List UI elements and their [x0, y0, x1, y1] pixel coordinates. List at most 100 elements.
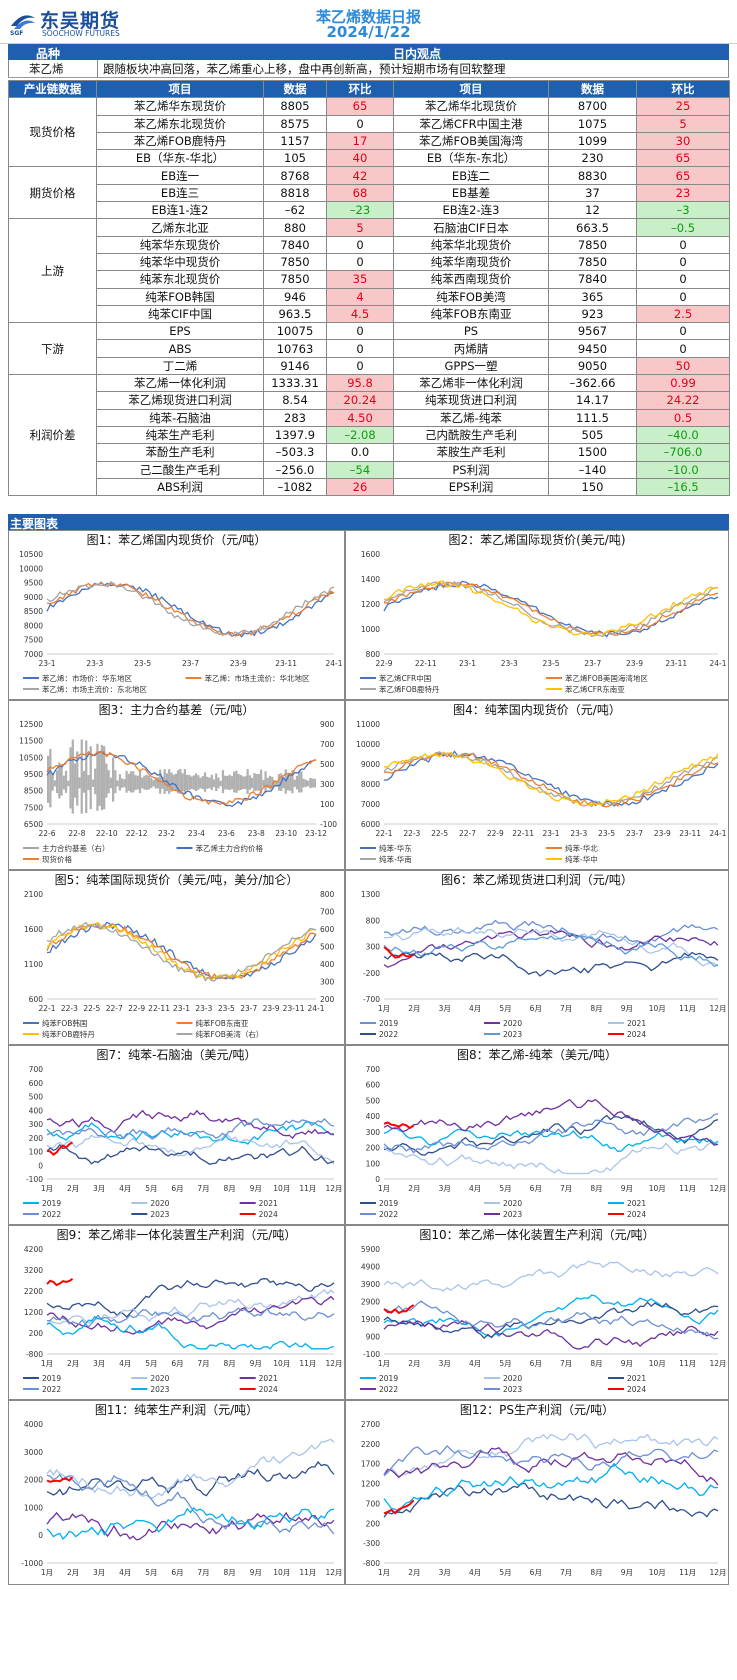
item-value: 8818 — [263, 183, 327, 203]
y-tick-label: 9500 — [24, 579, 43, 588]
x-tick-label: 1月 — [41, 1568, 53, 1577]
series-line — [383, 1113, 719, 1154]
basis-bar — [293, 779, 296, 787]
y-tick-label: 10000 — [19, 564, 43, 573]
y-tick-label: 1200 — [361, 1480, 380, 1489]
basis-bar — [208, 777, 211, 789]
item-value: –256.0 — [263, 460, 327, 479]
item-name: 苯乙烯现货进口利润 — [96, 391, 264, 410]
y-tick-label: -100 — [26, 1175, 43, 1184]
item-value: 10075 — [263, 322, 327, 341]
chart-panel: 图8：苯乙烯-纯苯（美元/吨） 700 600 500 400 300 200 100 0 1月 2… — [345, 1045, 729, 1225]
y2-tick-label: 600 — [320, 925, 335, 934]
item-name: 纯苯华中现货价 — [96, 252, 264, 272]
chart-panel: 图12：PS生产利润（元/吨） 2700 2200 1700 1200 700 200 -30… — [345, 1400, 729, 1585]
table-row: 利润价差 苯乙烯一体化利润 1333.31 95.8 苯乙烯非一体化利润 –362.66 0… — [8, 374, 730, 497]
table-row: 现货价格 苯乙烯华东现货价 8805 65 苯乙烯华北现货价 8700 25 — [8, 97, 730, 168]
x-tick-label: 1月 — [378, 1184, 390, 1193]
table-row: ABS利润 –1082 26 EPS利润 150 –16.5 — [9, 477, 730, 497]
basis-bar — [295, 775, 299, 790]
x-tick-label: 9月 — [621, 1359, 633, 1368]
x-tick-label: 8月 — [590, 1004, 602, 1013]
table-row: EB连1-连2 –62 –23 EB连2-连3 12 –3 — [9, 201, 730, 220]
basis-bar — [120, 778, 124, 788]
y-tick-label: 500 — [366, 1096, 381, 1105]
basis-bar — [197, 775, 200, 790]
item-name: EB连1-连2 — [96, 201, 264, 220]
item-name: 苯乙烯FOB鹿特丹 — [96, 131, 264, 151]
item-value: 7850 — [548, 252, 637, 272]
legend-label: 2020 — [503, 1199, 522, 1208]
item-change: 4.50 — [326, 408, 394, 427]
series-line — [383, 932, 719, 968]
y-tick-label: 4000 — [24, 1420, 43, 1429]
table-row: 期货价格 EB连一 8768 42 EB连二 8830 65 — [8, 166, 730, 220]
item-change: –40.0 — [636, 425, 730, 445]
x-tick-label: 22-3 — [403, 829, 420, 838]
legend-label: 2019 — [379, 1374, 398, 1383]
series-line — [383, 1300, 719, 1340]
series-line — [383, 1260, 719, 1292]
x-tick-label: 22-12 — [126, 829, 148, 838]
x-tick-label: 23-1 — [542, 829, 559, 838]
legend-label: 苯乙烯：市场主流价：华北地区 — [205, 673, 310, 683]
x-tick-label: 24-1 — [325, 659, 342, 668]
item-value: 505 — [548, 425, 637, 445]
chart-title: 图8：苯乙烯-纯苯（美元/吨） — [456, 1048, 617, 1062]
x-tick-label: 6月 — [530, 1004, 542, 1013]
series-line — [46, 1277, 74, 1287]
y-tick-label: 3000 — [24, 1448, 43, 1457]
basis-bar — [291, 770, 294, 794]
basis-bar — [103, 746, 106, 810]
basis-bar — [161, 776, 164, 789]
item-name: ABS利润 — [96, 477, 264, 497]
basis-bar — [262, 779, 265, 787]
series-line — [46, 750, 317, 806]
x-tick-label: 22-5 — [83, 1004, 100, 1013]
y-tick-label: 8000 — [24, 621, 43, 630]
item-name: 苯乙烯FOB美国海湾 — [393, 131, 549, 151]
brand-logo: 东吴期货 SOOCHOW FUTURES SGF — [8, 6, 158, 40]
item-change: 40 — [326, 149, 394, 168]
item-change: 0 — [636, 252, 730, 272]
basis-bar — [212, 779, 216, 788]
series-line — [46, 581, 335, 638]
item-name: PS利润 — [393, 460, 549, 479]
y-tick-label: 8000 — [361, 780, 380, 789]
x-tick-label: 12月 — [325, 1359, 342, 1368]
y-tick-label: 3200 — [24, 1266, 43, 1275]
basis-bar — [221, 770, 225, 794]
x-tick-label: 9月 — [250, 1359, 262, 1368]
y-tick-label: 600 — [29, 995, 44, 1004]
item-value: 663.5 — [548, 218, 637, 237]
x-tick-label: 22-8 — [68, 829, 85, 838]
x-tick-label: 23-10 — [275, 829, 297, 838]
y-tick-label: 1700 — [361, 1460, 380, 1469]
table-row: EB（华东-华北） 105 40 EB（华东-东北） 230 65 — [9, 149, 730, 168]
basis-bar — [275, 780, 278, 787]
item-name: 纯苯FOB东南亚 — [393, 304, 549, 324]
series-line — [46, 1141, 74, 1156]
x-tick-label: 1月 — [378, 1359, 390, 1368]
x-tick-label: 23-9 — [230, 659, 247, 668]
y-tick-label: 10500 — [19, 753, 43, 762]
item-value: 12 — [548, 201, 637, 220]
basis-bar — [49, 749, 52, 808]
series-line — [383, 928, 719, 968]
series-line — [383, 951, 719, 977]
legend-label: 2023 — [503, 1210, 522, 1219]
basis-bar — [80, 739, 83, 814]
basis-bar — [257, 773, 260, 791]
item-change: 65 — [636, 166, 730, 185]
intro-row: 苯乙烯 跟随板块冲高回落，苯乙烯重心上移，盘中再创新高，预计短期市场有回软整理 — [8, 60, 729, 78]
basis-bar — [55, 770, 59, 794]
basis-bar — [85, 740, 88, 813]
series-line — [46, 1278, 335, 1318]
x-tick-label: 12月 — [709, 1359, 726, 1368]
legend-label: 2023 — [150, 1210, 169, 1219]
chart-svg: 700 600 500 400 300 200 100 01月 2月 3月 4月 5月 6月 7月 8月 9月… — [360, 1065, 727, 1219]
chart-title: 图3：主力合约基差（元/吨） — [98, 703, 255, 717]
legend-label: 2023 — [150, 1385, 169, 1394]
x-tick-label: 6月 — [530, 1184, 542, 1193]
